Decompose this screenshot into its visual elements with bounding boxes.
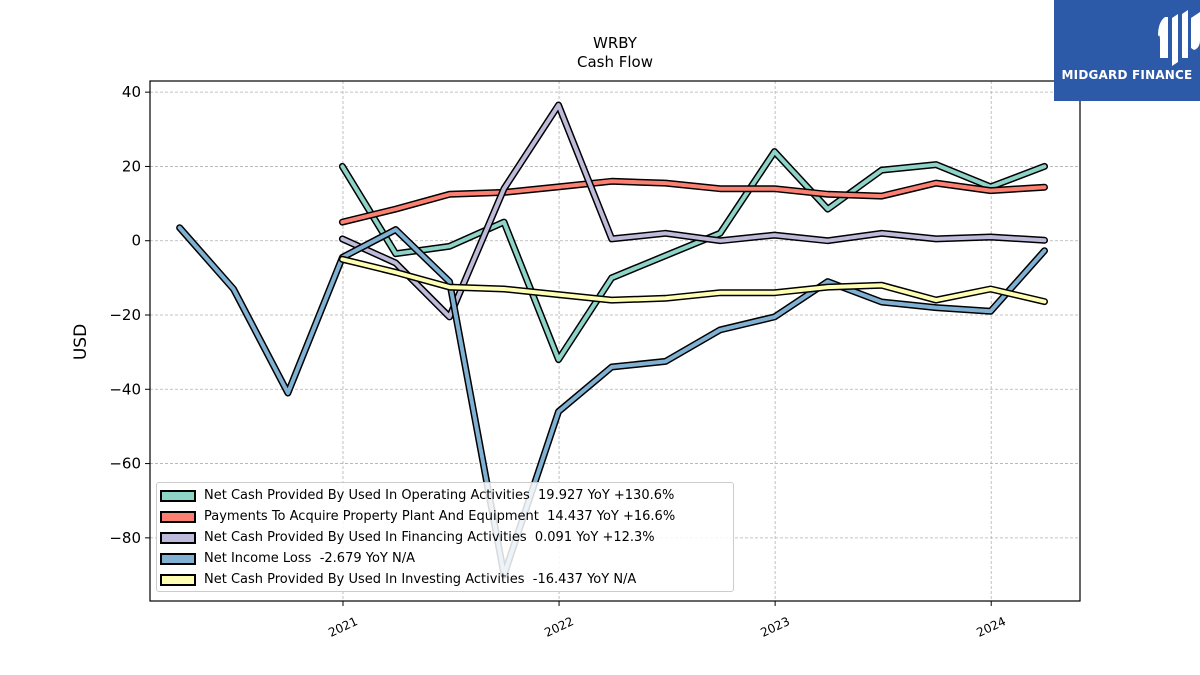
series-line-5 (338, 255, 1048, 306)
series-stroke (340, 149, 1047, 362)
legend-swatch (160, 489, 196, 502)
midgard-logo-icon (1158, 10, 1200, 66)
legend-label: Net Income Loss (204, 551, 312, 566)
plot-frame (149, 80, 1081, 602)
legend-label: Net Cash Provided By Used In Financing A… (204, 530, 527, 545)
series-line-3 (338, 101, 1048, 321)
y-tick-label: −80 (109, 529, 141, 547)
legend-swatch (160, 510, 196, 523)
legend-swatch (160, 552, 196, 565)
series-layer (176, 101, 1048, 579)
y-tick-label: −60 (109, 455, 141, 473)
x-tick-label: 2021 (326, 614, 360, 640)
legend-value: -2.679 YoY N/A (319, 551, 415, 566)
legend-item: Net Cash Provided By Used In Investing A… (157, 569, 733, 590)
series-stroke (340, 103, 1047, 319)
brand-logo: MIDGARD FINANCE (1054, 0, 1200, 101)
axes: 40 20 0 −20 −40 −60 −80 2021 2022 2023 2024 (109, 83, 1008, 640)
legend-swatch (160, 531, 196, 544)
legend-value: 0.091 YoY +12.3% (534, 530, 655, 545)
x-tick-label: 2022 (542, 614, 576, 640)
series-line-2 (338, 177, 1048, 226)
y-tick-label: 40 (122, 83, 141, 101)
legend-value: 19.927 YoY +130.6% (538, 488, 675, 503)
series-stroke (340, 257, 1047, 304)
legend-label: Net Cash Provided By Used In Investing A… (204, 572, 525, 587)
series-stroke (177, 225, 1047, 577)
series-line-4 (176, 224, 1048, 579)
series-line-1 (338, 148, 1048, 364)
y-tick-label: −40 (109, 380, 141, 398)
x-tick-label: 2023 (758, 614, 792, 640)
legend-item: Net Cash Provided By Used In Financing A… (157, 527, 733, 548)
chart-title: WRBY (593, 34, 638, 52)
y-axis-label: USD (71, 324, 91, 360)
legend-item: Net Cash Provided By Used In Operating A… (157, 485, 733, 506)
chart-legend: Net Cash Provided By Used In Operating A… (156, 482, 734, 592)
legend-value: 14.437 YoY +16.6% (547, 509, 676, 524)
legend-swatch (160, 573, 196, 586)
x-tick-label: 2024 (974, 614, 1008, 640)
legend-item: Net Income Loss -2.679 YoY N/A (157, 548, 733, 569)
legend-label: Net Cash Provided By Used In Operating A… (204, 488, 530, 503)
y-tick-label: −20 (109, 306, 141, 324)
series-stroke (340, 179, 1047, 225)
y-tick-label: 0 (131, 232, 141, 250)
y-tick-label: 20 (122, 157, 141, 175)
legend-label: Payments To Acquire Property Plant And E… (204, 509, 539, 524)
legend-item: Payments To Acquire Property Plant And E… (157, 506, 733, 527)
brand-name: MIDGARD FINANCE (1061, 68, 1193, 82)
chart-subtitle: Cash Flow (577, 53, 653, 71)
legend-value: -16.437 YoY N/A (532, 572, 637, 587)
